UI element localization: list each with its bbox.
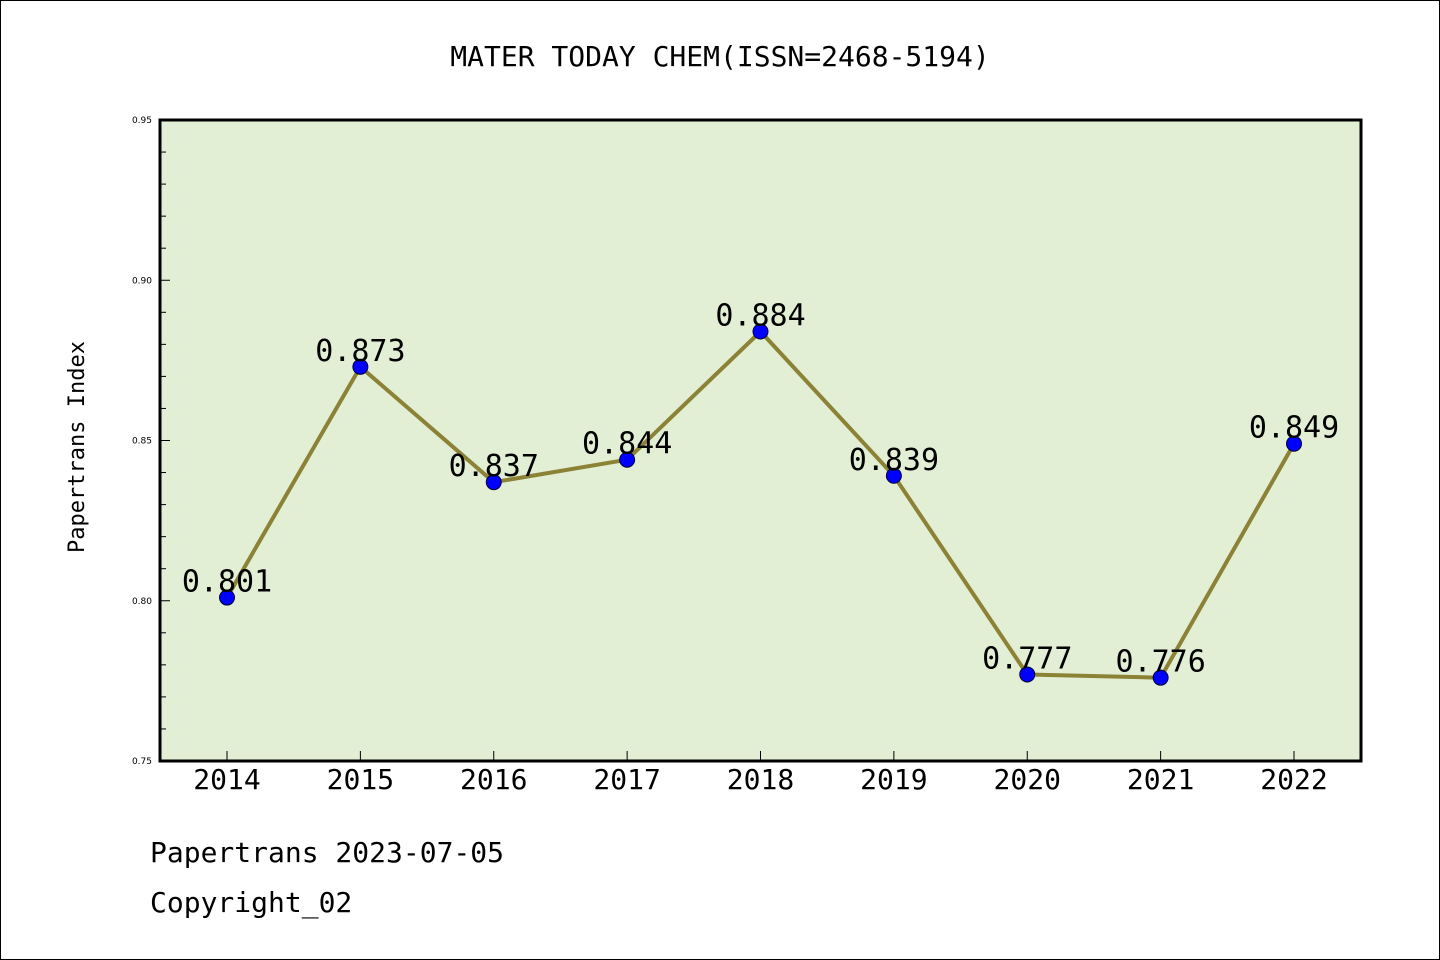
data-point bbox=[219, 589, 235, 606]
data-label: 0.776 bbox=[1115, 645, 1205, 680]
data-point bbox=[1019, 666, 1036, 683]
y-tick-label: 0.95 bbox=[132, 116, 152, 126]
data-label: 0.839 bbox=[849, 443, 939, 478]
data-point bbox=[485, 474, 502, 491]
y-axis-tick-labels: 0.75 0.80 0.85 0.90 0.95 bbox=[132, 116, 152, 767]
x-tick-label: 2019 bbox=[860, 763, 927, 796]
data-label: 0.777 bbox=[982, 641, 1072, 676]
data-point bbox=[885, 467, 902, 484]
y-tick-label: 0.85 bbox=[132, 437, 152, 447]
x-axis-tick-labels: 2014 2015 2016 2017 2018 2019 2020 2021 2022 bbox=[193, 763, 1327, 796]
data-point bbox=[1152, 669, 1169, 686]
y-tick-label: 0.80 bbox=[132, 597, 152, 607]
x-tick-label: 2021 bbox=[1127, 763, 1194, 796]
y-tick-label: 0.75 bbox=[132, 757, 152, 767]
data-point bbox=[1286, 435, 1302, 452]
x-axis-ticks bbox=[226, 751, 1295, 761]
data-labels: 0.801 0.873 0.837 0.844 0.884 0.839 0.777 0.776… bbox=[182, 299, 1339, 680]
x-tick-label: 2015 bbox=[327, 763, 394, 796]
data-label: 0.873 bbox=[315, 334, 405, 369]
plot-area bbox=[158, 118, 1363, 763]
x-tick-label: 2014 bbox=[193, 763, 260, 796]
data-label: 0.849 bbox=[1249, 411, 1339, 446]
x-tick-label: 2022 bbox=[1260, 763, 1327, 796]
data-label: 0.844 bbox=[582, 427, 672, 462]
x-tick-label: 2020 bbox=[994, 763, 1061, 796]
y-axis-ticks bbox=[160, 119, 170, 762]
data-point-markers bbox=[219, 323, 1302, 686]
data-label: 0.801 bbox=[182, 565, 272, 600]
x-tick-label: 2018 bbox=[727, 763, 794, 796]
x-tick-label: 2016 bbox=[460, 763, 527, 796]
y-axis-label: Papertrans Index bbox=[65, 341, 90, 553]
footer-copyright: Copyright_02 bbox=[150, 886, 353, 919]
data-label: 0.884 bbox=[715, 299, 805, 334]
x-tick-label: 2017 bbox=[593, 763, 660, 796]
data-point bbox=[352, 358, 369, 375]
data-label: 0.837 bbox=[449, 449, 539, 484]
data-point bbox=[752, 323, 769, 340]
data-point bbox=[619, 451, 636, 468]
chart-title: MATER TODAY CHEM(ISSN=2468-5194) bbox=[450, 40, 989, 73]
y-tick-label: 0.90 bbox=[132, 276, 152, 286]
footer-date-line: Papertrans 2023-07-05 bbox=[150, 836, 505, 869]
